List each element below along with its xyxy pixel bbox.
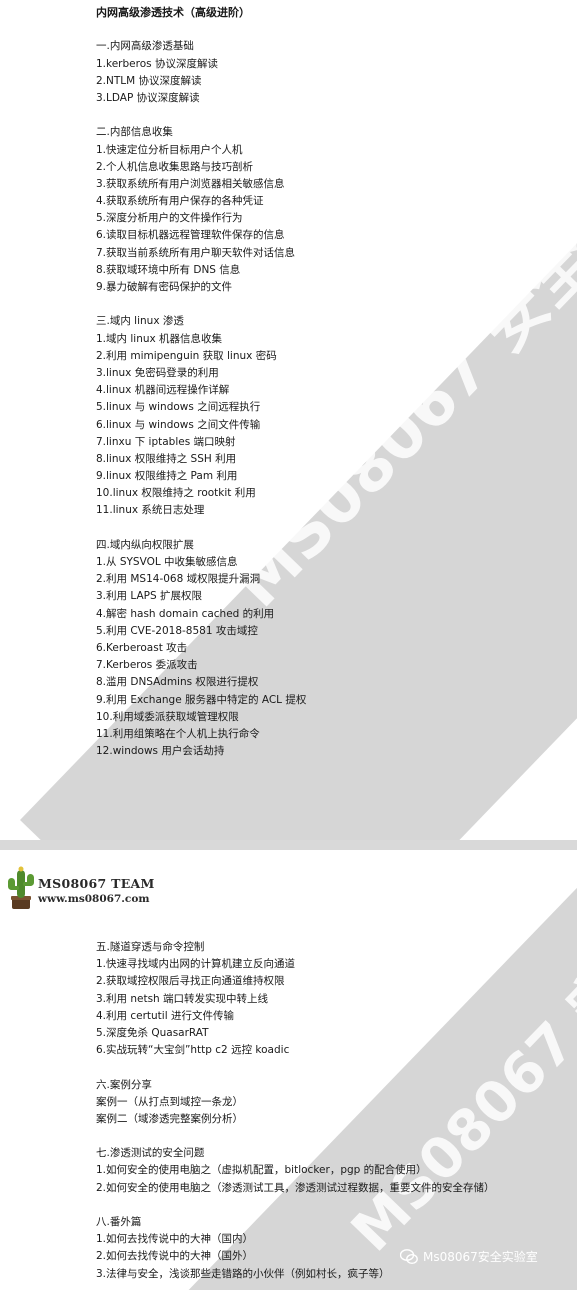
list-item: 4.获取系统所有用户保存的各种凭证 — [96, 195, 264, 208]
section-heading: 五.隧道穿透与命令控制 — [96, 941, 205, 953]
section-heading: 四.域内纵向权限扩展 — [96, 538, 194, 551]
section-heading: 七.渗透测试的安全问题 — [96, 1147, 205, 1160]
list-item: 6.linux 与 windows 之间文件传输 — [96, 418, 261, 431]
document-title: 内网高级渗透技术（高级进阶） — [96, 6, 250, 19]
section-heading: 八.番外篇 — [96, 1216, 142, 1228]
list-item: 5.深度分析用户的文件操作行为 — [96, 212, 243, 225]
list-item: 2.如何安全的使用电脑之（渗透测试工具，渗透测试过程数据，重要文件的安全存储） — [96, 1181, 495, 1194]
wechat-icon — [400, 1248, 418, 1264]
page-1-content: 内网高级渗透技术（高级进阶） 一.内网高级渗透基础 1.kerberos 协议深度… — [96, 4, 306, 760]
list-item: 案例一（从打点到域控一条龙） — [96, 1095, 243, 1108]
section-heading: 一.内网高级渗透基础 — [96, 40, 194, 53]
list-item: 1.快速寻找域内出网的计算机建立反向通道 — [96, 958, 296, 971]
page-separator — [0, 840, 577, 850]
list-item: 3.利用 LAPS 扩展权限 — [96, 590, 202, 603]
list-item: 2.如何去找传说中的大神（国外） — [96, 1250, 254, 1263]
brand-logo: MS08067 TEAM www.ms08067.com — [6, 864, 206, 914]
list-item: 8.滥用 DNSAdmins 权限进行提权 — [96, 676, 259, 689]
list-item: 6.Kerberoast 攻击 — [96, 641, 188, 654]
brand-text: MS08067 TEAM www.ms08067.com — [38, 876, 155, 905]
wechat-account-label: Ms08067安全实验室 — [400, 1248, 538, 1265]
list-item: 9.利用 Exchange 服务器中特定的 ACL 提权 — [96, 693, 307, 706]
list-item: 8.获取域环境中所有 DNS 信息 — [96, 263, 241, 276]
list-item: 7.Kerberos 委派攻击 — [96, 659, 198, 672]
list-item: 4.解密 hash domain cached 的利用 — [96, 607, 275, 620]
list-item: 3.利用 netsh 端口转发实现中转上线 — [96, 992, 269, 1005]
list-item: 2.获取域控权限后寻找正向通道维持权限 — [96, 975, 285, 988]
list-item: 12.windows 用户会话劫持 — [96, 745, 225, 758]
list-item: 9.暴力破解有密码保护的文件 — [96, 281, 233, 293]
list-item: 7.linxu 下 iptables 端口映射 — [96, 435, 236, 448]
list-item: 2.利用 MS14-068 域权限提升漏洞 — [96, 573, 261, 586]
brand-url: www.ms08067.com — [38, 893, 150, 905]
list-item: 8.linux 权限维持之 SSH 利用 — [96, 452, 237, 465]
list-item: 11.linux 系统日志处理 — [96, 504, 205, 517]
list-item: 3.法律与安全，浅谈那些走错路的小伙伴（例如村长，疯子等） — [96, 1267, 390, 1280]
list-item: 1.域内 linux 机器信息收集 — [96, 332, 223, 345]
section-heading: 三.域内 linux 渗透 — [96, 315, 184, 328]
section-heading: 二.内部信息收集 — [96, 126, 173, 139]
list-item: 5.利用 CVE-2018-8581 攻击域控 — [96, 624, 258, 637]
list-item: 5.深度免杀 QuasarRAT — [96, 1026, 209, 1039]
list-item: 4.利用 certutil 进行文件传输 — [96, 1009, 234, 1022]
list-item: 2.个人机信息收集思路与技巧剖析 — [96, 160, 254, 173]
list-item: 11.利用组策略在个人机上执行命令 — [96, 727, 260, 740]
page-2-content: 五.隧道穿透与命令控制 1.快速寻找域内出网的计算机建立反向通道 2.获取域控权限后… — [96, 939, 495, 1283]
list-item: 2.利用 mimipenguin 获取 linux 密码 — [96, 349, 277, 362]
list-item: 6.读取目标机器远程管理软件保存的信息 — [96, 229, 285, 242]
list-item: 3.linux 免密码登录的利用 — [96, 366, 219, 379]
list-item: 4.linux 机器间远程操作详解 — [96, 384, 230, 397]
brand-name: MS08067 TEAM — [38, 876, 155, 891]
list-item: 1.从 SYSVOL 中收集敏感信息 — [96, 556, 238, 568]
document-page-2: MS08067 安全实验室 MS08067 TEAM www.ms08067.c… — [0, 850, 577, 1290]
cactus-icon — [8, 866, 34, 909]
list-item: 1.如何去找传说中的大神（国内） — [96, 1233, 254, 1246]
list-item: 3.获取系统所有用户浏览器相关敏感信息 — [96, 177, 285, 190]
list-item: 10.linux 权限维持之 rootkit 利用 — [96, 487, 256, 500]
list-item: 5.linux 与 windows 之间远程执行 — [96, 401, 261, 414]
list-item: 3.LDAP 协议深度解读 — [96, 91, 200, 104]
document-page-1: MS08067 安全实验室 MS08067 安全实验室 内网高级渗透技术（高级进… — [20, 4, 577, 840]
list-item: 1.如何安全的使用电脑之（虚拟机配置，bitlocker，pgp 的配合使用） — [96, 1164, 427, 1177]
list-item: 2.NTLM 协议深度解读 — [96, 74, 202, 87]
list-item: 10.利用域委派获取域管理权限 — [96, 710, 239, 723]
list-item: 案例二（域渗透完整案例分析） — [96, 1112, 243, 1125]
section-heading: 六.案例分享 — [96, 1078, 152, 1091]
list-item: 7.获取当前系统所有用户聊天软件对话信息 — [96, 246, 296, 259]
list-item: 1.快速定位分析目标用户个人机 — [96, 143, 243, 156]
list-item: 6.实战玩转“大宝剑”http c2 远控 koadic — [96, 1044, 290, 1057]
list-item: 1.kerberos 协议深度解读 — [96, 57, 218, 70]
wechat-account-name: Ms08067安全实验室 — [423, 1250, 538, 1264]
list-item: 9.linux 权限维持之 Pam 利用 — [96, 470, 238, 483]
